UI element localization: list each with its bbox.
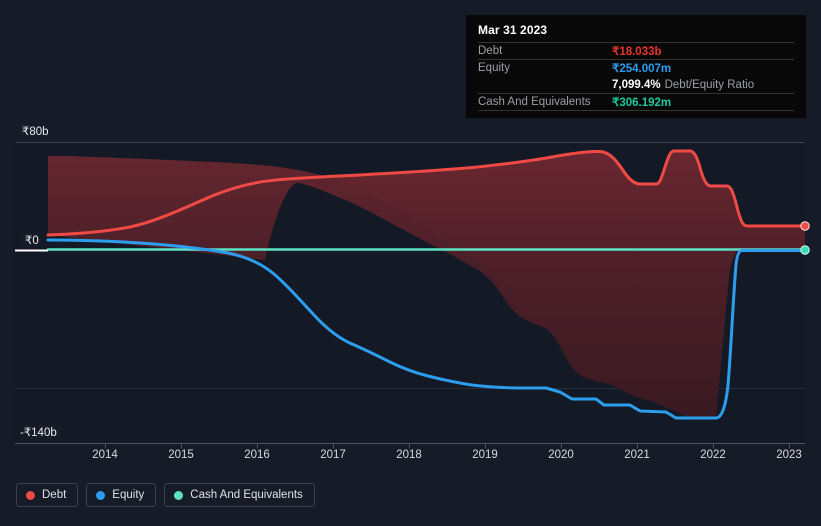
tooltip-label-equity: Equity [478,62,510,74]
tooltip-ratio-label: Debt/Equity Ratio [664,78,755,91]
tooltip-ratio-value: 7,099.4% [612,78,661,91]
tooltip-label-cash: Cash And Equivalents [478,96,591,108]
tooltip-value-cash: ₹306.192m [612,97,672,109]
tooltip-row-ratio: 7,099.4% Debt/Equity Ratio [478,76,794,93]
x-axis-label-2014: 2014 [92,449,118,461]
debt-line [46,149,807,237]
x-axis-label-2019: 2019 [472,449,498,461]
legend-item-cash[interactable]: Cash And Equivalents [164,483,315,507]
legend-dot-debt-icon [26,490,35,500]
debt-endpoint-dot [800,221,810,231]
x-axis-ticks [105,443,790,449]
x-axis-label-2020: 2020 [548,449,574,461]
x-axis-label-2023: 2023 [776,449,802,461]
debt-equity-area-exact [48,151,805,418]
legend-label-debt: Debt [42,489,67,501]
legend-label-equity: Equity [112,489,145,501]
legend-dot-cash-icon [174,490,184,500]
legend-item-equity[interactable]: Equity [86,483,157,507]
chart-legend: Debt Equity Cash And Equivalents [16,483,315,507]
tooltip-label-debt: Debt [478,45,503,57]
legend-dot-equity-icon [96,490,106,500]
y-axis-label-zero: ₹0 [22,233,43,247]
chart-tooltip: Mar 31 2023 Debt ₹18.033b Equity ₹254.00… [466,15,806,118]
tooltip-value-debt: ₹18.033b [612,46,662,58]
tooltip-row-debt: Debt ₹18.033b [478,42,794,59]
x-axis-label-2017: 2017 [320,449,346,461]
x-axis-label-2015: 2015 [168,449,194,461]
tooltip-bottom-divider [478,110,794,115]
x-axis-label-2022: 2022 [700,449,726,461]
x-axis-label-2016: 2016 [244,449,270,461]
equity-line [46,238,807,420]
x-axis-label-2021: 2021 [624,449,650,461]
tooltip-row-cash: Cash And Equivalents ₹306.192m [478,93,794,110]
y-axis-label-top: ₹80b [22,124,53,138]
legend-item-debt[interactable]: Debt [16,483,79,507]
tooltip-date: Mar 31 2023 [478,23,548,37]
y-axis-label-bottom: -₹140b [20,425,61,439]
legend-label-cash: Cash And Equivalents [190,489,303,501]
tooltip-value-equity: ₹254.007m [612,63,672,75]
x-axis-label-2018: 2018 [396,449,422,461]
tooltip-row-equity: Equity ₹254.007m [478,59,794,76]
cash-endpoint-dot [800,245,810,255]
